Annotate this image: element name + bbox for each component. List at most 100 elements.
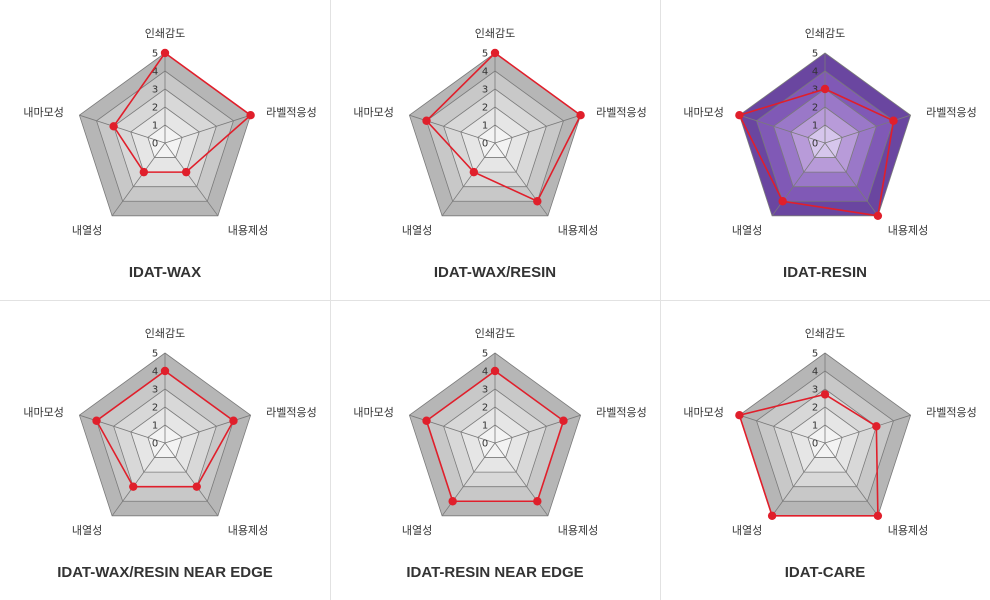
axis-spoke bbox=[739, 114, 826, 144]
data-point bbox=[533, 497, 542, 506]
data-point bbox=[181, 167, 191, 177]
axis-label: 내용제성 bbox=[558, 524, 598, 537]
data-point bbox=[820, 84, 830, 94]
tick-label: 4 bbox=[152, 67, 158, 78]
axis-label: 내마모성 bbox=[683, 406, 723, 419]
tick-label: 1 bbox=[812, 421, 818, 432]
data-point bbox=[192, 482, 201, 491]
data-series-line bbox=[425, 51, 582, 203]
data-point bbox=[422, 416, 431, 425]
chart-panel-idat-resin: 0 1 2 3 4 5 인쇄감도 라벨적응성 내용제성 내열성 내마모성 IDAT-RESIN bbox=[660, 0, 990, 300]
tick-label: 0 bbox=[812, 139, 818, 150]
chart-panel-idat-wax: 0 1 2 3 4 5 인쇄감도 라벨적응성 내용제성 내열성 내마모성 IDAT-WAX bbox=[0, 0, 330, 300]
axis-spoke bbox=[824, 442, 879, 517]
axis-label: 인쇄감도 bbox=[145, 327, 185, 340]
data-point bbox=[576, 110, 585, 120]
axis-label: 인쇄감도 bbox=[805, 27, 845, 40]
axis-label: 라벨적응성 bbox=[926, 106, 977, 119]
chart-title: IDAT-CARE bbox=[784, 564, 866, 581]
axis-label: 내용제성 bbox=[558, 224, 598, 237]
tick-label: 2 bbox=[152, 403, 158, 414]
tick-label: 3 bbox=[152, 385, 158, 396]
tick-label: 5 bbox=[812, 349, 818, 360]
tick-label: 4 bbox=[812, 67, 818, 78]
data-point bbox=[872, 422, 881, 431]
axis-label: 라벨적응성 bbox=[926, 406, 977, 419]
data-point bbox=[246, 110, 255, 120]
tick-label: 2 bbox=[812, 103, 818, 114]
axis-label: 내마모성 bbox=[353, 406, 393, 419]
tick-label: 3 bbox=[482, 385, 488, 396]
axis-spoke bbox=[739, 414, 826, 444]
tick-label: 1 bbox=[482, 421, 488, 432]
chart-panel-idat-care: 0 1 2 3 4 5 인쇄감도 라벨적응성 내용제성 내열성 내마모성 IDAT-CARE bbox=[660, 300, 990, 600]
data-point bbox=[735, 110, 744, 120]
axis-spoke bbox=[441, 142, 496, 217]
axis-label: 내열성 bbox=[732, 524, 762, 537]
data-point bbox=[889, 116, 898, 125]
tick-label: 0 bbox=[152, 439, 158, 450]
axis-spoke bbox=[824, 414, 911, 444]
data-point bbox=[160, 48, 170, 58]
axis-spoke bbox=[771, 442, 826, 517]
chart-title: IDAT-WAX/RESIN bbox=[433, 264, 557, 281]
axis-label: 내열성 bbox=[72, 224, 102, 237]
tick-label: 5 bbox=[152, 49, 158, 60]
data-series-line bbox=[95, 370, 235, 488]
chart-title: IDAT-WAX/RESIN NEAR EDGE bbox=[57, 564, 273, 581]
data-point bbox=[778, 197, 787, 206]
axis-spoke bbox=[494, 114, 581, 144]
tick-label: 3 bbox=[812, 85, 818, 96]
data-point bbox=[422, 116, 431, 125]
data-point bbox=[490, 48, 500, 58]
axis-label: 내용제성 bbox=[888, 524, 928, 537]
axis-label: 내마모성 bbox=[353, 106, 393, 119]
tick-label: 2 bbox=[152, 103, 158, 114]
data-point bbox=[160, 366, 170, 376]
axis-spoke bbox=[79, 114, 166, 144]
axis-label: 인쇄감도 bbox=[475, 27, 515, 40]
chart-panel-idat-wax-resin-near-edge: 0 1 2 3 4 5 인쇄감도 라벨적응성 내용제성 내열성 내마모성 IDAT-WAX/RESI… bbox=[0, 300, 330, 600]
axis-label: 라벨적응성 bbox=[266, 406, 317, 419]
axis-label: 내용제성 bbox=[228, 224, 268, 237]
axis-label: 내열성 bbox=[402, 524, 432, 537]
tick-label: 0 bbox=[482, 139, 488, 150]
axis-label: 인쇄감도 bbox=[805, 327, 845, 340]
axis-label: 내열성 bbox=[732, 224, 762, 237]
data-point bbox=[559, 416, 568, 425]
axis-label: 내용제성 bbox=[228, 524, 268, 537]
data-series-line bbox=[112, 51, 252, 173]
axis-label: 라벨적응성 bbox=[266, 106, 317, 119]
tick-label: 4 bbox=[482, 67, 488, 78]
chart-title: IDAT-RESIN bbox=[783, 264, 867, 281]
tick-label: 5 bbox=[152, 349, 158, 360]
tick-label: 4 bbox=[152, 367, 158, 378]
axis-label: 내용제성 bbox=[888, 224, 928, 237]
horizontal-divider bbox=[0, 300, 990, 301]
axis-spoke bbox=[824, 142, 879, 217]
tick-label: 1 bbox=[152, 121, 158, 132]
axis-spoke bbox=[111, 142, 166, 217]
tick-label: 5 bbox=[482, 349, 488, 360]
data-point bbox=[735, 410, 744, 420]
data-point bbox=[92, 416, 101, 425]
tick-label: 5 bbox=[482, 49, 488, 60]
data-point bbox=[873, 511, 883, 521]
data-point bbox=[129, 482, 138, 491]
axis-label: 인쇄감도 bbox=[475, 327, 515, 340]
axis-label: 라벨적응성 bbox=[596, 406, 647, 419]
chart-title: IDAT-RESIN NEAR EDGE bbox=[406, 564, 584, 581]
chart-title: IDAT-WAX bbox=[128, 264, 202, 281]
data-series-line bbox=[738, 393, 879, 517]
axis-spoke bbox=[164, 114, 251, 144]
chart-panel-idat-wax-resin: 0 1 2 3 4 5 인쇄감도 라벨적응성 내용제성 내열성 내마모성 IDAT-WAX/RESI… bbox=[330, 0, 660, 300]
data-point bbox=[820, 390, 830, 399]
tick-label: 1 bbox=[152, 421, 158, 432]
tick-label: 3 bbox=[152, 85, 158, 96]
tick-label: 3 bbox=[482, 85, 488, 96]
data-point bbox=[490, 366, 500, 376]
